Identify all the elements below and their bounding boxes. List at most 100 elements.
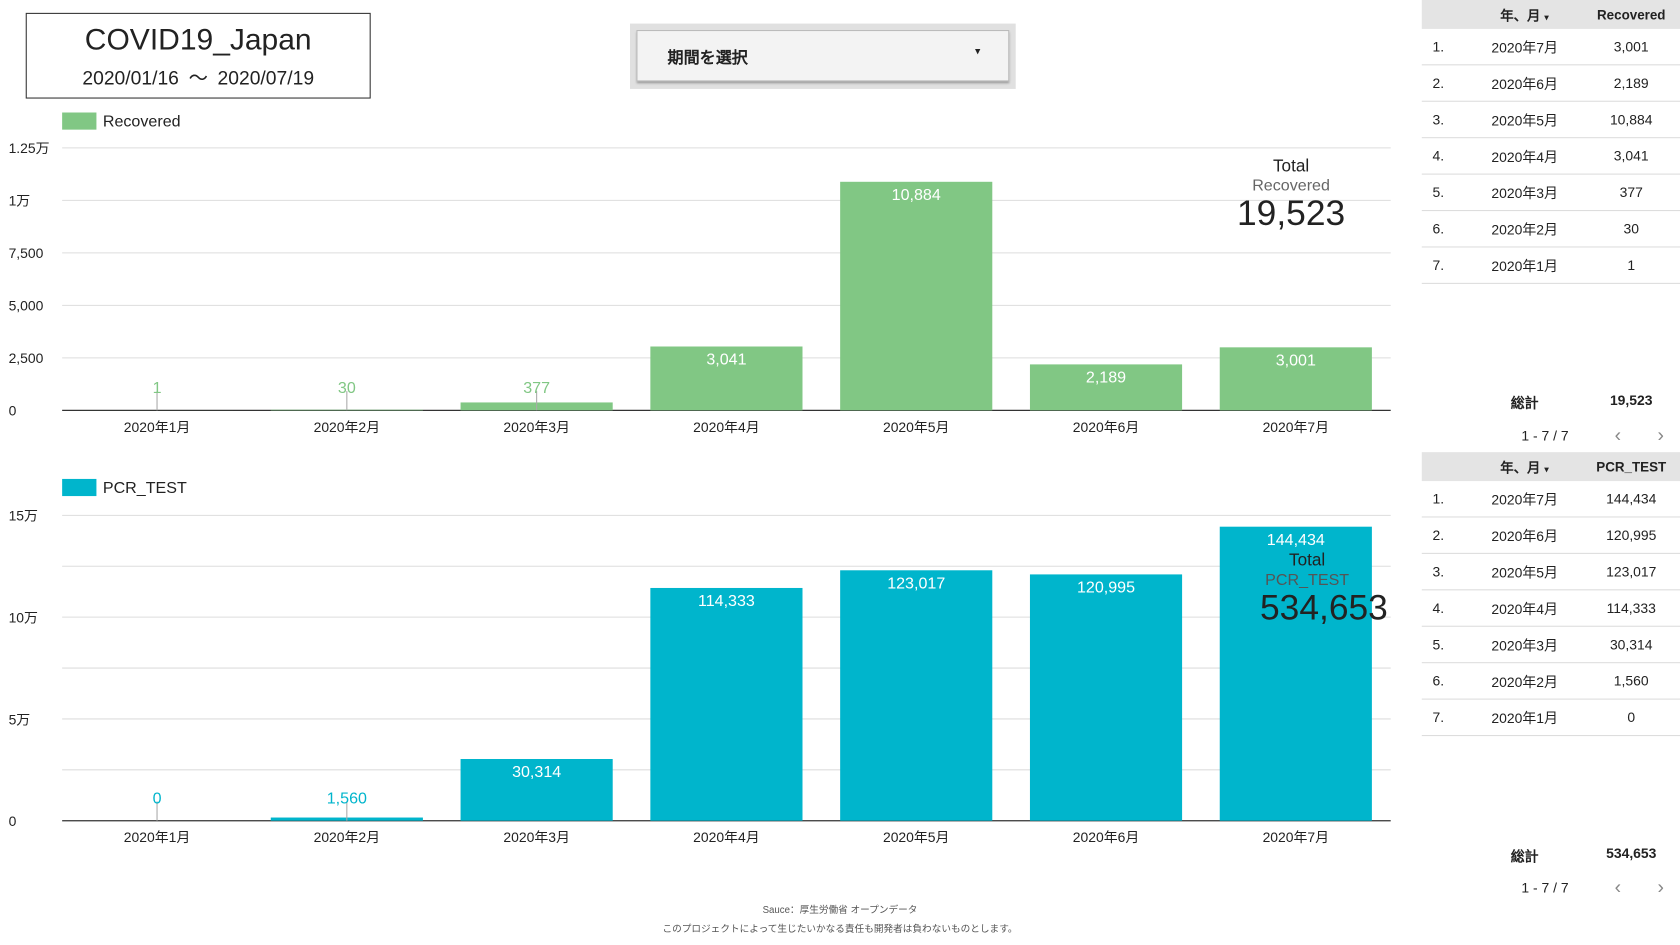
total-label: 総計: [1510, 848, 1539, 865]
row-value: 377: [1619, 184, 1643, 201]
dropdown-caret-icon: ▾: [974, 46, 981, 58]
next-page-icon[interactable]: ›: [1657, 876, 1664, 898]
x-tick-label: 2020年2月: [314, 419, 380, 435]
legend-swatch: [62, 112, 97, 130]
row-month: 2020年7月: [1491, 491, 1558, 508]
prev-page-icon[interactable]: ‹: [1614, 876, 1622, 898]
bar: [1219, 347, 1372, 411]
row-value: 0: [1627, 709, 1636, 726]
legend-recovered: Recovered: [62, 112, 181, 131]
row-index: 4.: [1432, 600, 1445, 617]
table-row: 2. 2020年6月 120,995: [1421, 518, 1680, 554]
x-tick-label: 2020年2月: [314, 829, 380, 845]
period-filter: 期間を選択 ▾: [630, 23, 1016, 89]
kpi-value: 19,523: [1236, 192, 1346, 233]
bar-value-label: 377: [523, 379, 550, 397]
bar: [840, 181, 993, 411]
bar-value-label: 1: [153, 379, 162, 397]
legend-pcr: PCR_TEST: [62, 478, 187, 498]
bar: [840, 570, 993, 821]
row-index: 2.: [1432, 75, 1445, 92]
table-row: 5. 2020年3月 30,314: [1421, 627, 1680, 664]
table-row: 7. 2020年1月 0: [1421, 700, 1680, 737]
x-tick-label: 2020年4月: [693, 419, 759, 435]
row-month: 2020年6月: [1491, 76, 1558, 93]
pagination-text: 1 - 7 / 7: [1521, 879, 1569, 896]
x-tick-label: 2020年5月: [883, 829, 949, 845]
row-month: 2020年2月: [1491, 221, 1558, 238]
y-tick-label: 5,000: [9, 298, 44, 314]
date-start: 2020/01/16: [82, 67, 179, 89]
footer-source: Sauce：厚生労働省 オープンデータ: [762, 904, 918, 916]
date-range: 2020/01/16 〜 2020/07/19: [27, 63, 370, 91]
y-tick-label: 10万: [9, 610, 38, 626]
row-index: 2.: [1432, 527, 1445, 544]
sort-date-header[interactable]: 年、月 ▾: [1500, 460, 1550, 476]
bar: [650, 346, 803, 411]
pcr-bar-chart: 0 5万 10万 15万 0 2020年1月 1,560 2020年2月 30,314 2020年…: [9, 508, 1391, 845]
table-row: 5. 2020年3月 377: [1421, 175, 1680, 212]
footer-disclaimer: このプロジェクトによって生じたいかなる責任も開発者は負わないものとします。: [662, 923, 1018, 935]
period-select-dropdown[interactable]: 期間を選択 ▾: [636, 30, 1010, 82]
total-label: 総計: [1510, 395, 1539, 412]
row-index: 7.: [1432, 709, 1445, 726]
sort-icon: ▾: [1544, 463, 1550, 475]
row-value: 3,001: [1613, 38, 1649, 55]
y-tick-label: 2,500: [9, 350, 44, 366]
next-page-icon[interactable]: ›: [1657, 424, 1664, 446]
row-index: 6.: [1432, 220, 1445, 237]
kpi-metric: Recovered: [1252, 176, 1330, 196]
kpi-pcr: Total PCR_TEST 534,653: [1243, 552, 1388, 628]
bar-value-label: 3,001: [1276, 352, 1316, 370]
row-month: 2020年1月: [1491, 258, 1558, 275]
row-index: 6.: [1432, 672, 1445, 689]
total-value: 19,523: [1609, 392, 1653, 409]
row-month: 2020年2月: [1491, 673, 1558, 691]
kpi-metric: PCR_TEST: [1265, 571, 1350, 590]
table-header: 年、月 ▾ PCR_TEST: [1421, 452, 1680, 482]
row-index: 1.: [1432, 490, 1445, 507]
table-total-row: 総計 19,523: [1422, 392, 1680, 412]
row-month: 2020年1月: [1491, 710, 1558, 727]
recovered-bar-chart: 0 2,500 5,000 7,500 1万 1.25万 1 2020年1月 30 2020年2月…: [9, 140, 1391, 435]
row-index: 3.: [1432, 563, 1445, 580]
table-row: 3. 2020年5月 10,884: [1421, 102, 1680, 139]
sort-icon: ▾: [1544, 11, 1550, 23]
row-index: 4.: [1432, 147, 1445, 164]
y-tick-label: 1万: [9, 193, 31, 209]
table-row: 2. 2020年6月 2,189: [1421, 65, 1680, 102]
report-title: COVID19_Japan: [84, 22, 312, 56]
bar: [1219, 526, 1372, 821]
row-value: 30,314: [1609, 636, 1653, 653]
x-tick-label: 2020年6月: [1073, 829, 1139, 845]
value-header[interactable]: PCR_TEST: [1596, 459, 1667, 475]
kpi-title: Total: [1272, 157, 1310, 176]
bar: [650, 587, 803, 821]
table-row: 4. 2020年4月 3,041: [1421, 138, 1680, 175]
row-value: 123,017: [1606, 563, 1657, 580]
x-tick-label: 2020年7月: [1263, 419, 1329, 435]
bar-value-label: 30: [338, 379, 356, 397]
row-month: 2020年7月: [1491, 39, 1558, 56]
row-index: 1.: [1432, 38, 1445, 55]
x-tick-label: 2020年1月: [124, 829, 190, 845]
row-value: 2,189: [1613, 75, 1649, 92]
prev-page-icon[interactable]: ‹: [1614, 424, 1622, 446]
y-tick-label: 0: [9, 813, 17, 829]
y-tick-label: 7,500: [9, 245, 44, 261]
bar-value-label: 114,333: [698, 592, 755, 610]
y-tick-label: 5万: [9, 711, 31, 727]
x-tick-label: 2020年6月: [1073, 419, 1139, 435]
y-tick-label: 1.25万: [9, 140, 50, 156]
row-month: 2020年4月: [1491, 148, 1558, 166]
bar-value-label: 10,884: [892, 186, 941, 204]
legend-label: PCR_TEST: [102, 478, 187, 498]
table-total-row: 総計 534,653: [1422, 845, 1680, 865]
table-row: 3. 2020年5月 123,017: [1421, 554, 1680, 591]
row-month: 2020年6月: [1491, 528, 1558, 545]
pcr-table: 年、月 ▾ PCR_TEST 1. 2020年7月 144,434 2. 2020年6月 12…: [1421, 452, 1680, 737]
value-header[interactable]: Recovered: [1596, 6, 1666, 22]
bar-value-label: 30,314: [512, 763, 561, 781]
date-sep: 〜: [188, 67, 208, 89]
sort-date-header[interactable]: 年、月 ▾: [1500, 8, 1550, 24]
